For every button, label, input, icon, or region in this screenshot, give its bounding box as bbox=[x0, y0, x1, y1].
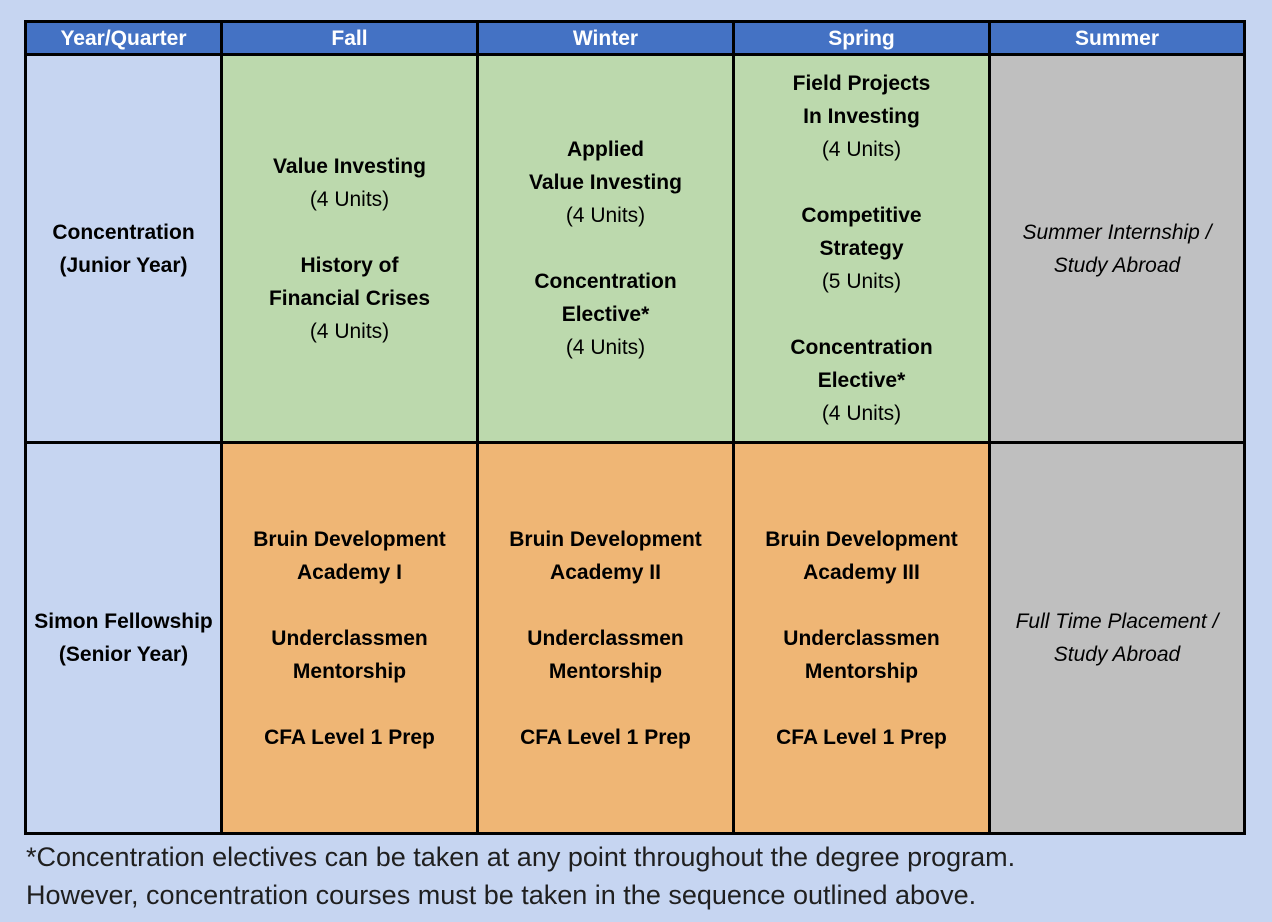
activity-line: Underclassmen bbox=[527, 626, 684, 650]
footnote-line: *Concentration electives can be taken at… bbox=[26, 842, 1016, 872]
course-title: In Investing bbox=[803, 105, 920, 128]
header-year-quarter: Year/Quarter bbox=[27, 23, 220, 56]
summer-line: Full Time Placement / bbox=[1015, 610, 1219, 633]
activity-line: Underclassmen bbox=[271, 626, 428, 650]
course-title: Applied bbox=[567, 138, 644, 161]
header-spring: Spring bbox=[732, 23, 988, 56]
cell-senior-fall: Bruin Development Academy I Underclassme… bbox=[220, 444, 476, 832]
summer-line: Study Abroad bbox=[1053, 253, 1181, 277]
course-units: (4 Units) bbox=[309, 319, 390, 343]
activity-line: CFA Level 1 Prep bbox=[776, 725, 947, 749]
activity-line: Academy II bbox=[550, 560, 661, 584]
course-title: History of bbox=[300, 253, 399, 277]
activity-line: Mentorship bbox=[804, 659, 919, 683]
cell-senior-spring: Bruin Development Academy III Underclass… bbox=[732, 444, 988, 832]
row-label-line: (Junior Year) bbox=[59, 253, 188, 277]
activity-line: Bruin Development bbox=[765, 527, 958, 551]
footnote: *Concentration electives can be taken at… bbox=[26, 838, 1015, 914]
activity-line: Bruin Development bbox=[253, 527, 446, 551]
activity-line: Academy III bbox=[803, 560, 920, 584]
row-label-line: Concentration bbox=[52, 220, 195, 244]
row-label-concentration: Concentration (Junior Year) bbox=[27, 56, 220, 444]
course-title: Elective* bbox=[561, 303, 650, 326]
activity-line: CFA Level 1 Prep bbox=[520, 725, 691, 749]
activity-line: Bruin Development bbox=[509, 527, 702, 551]
row-label-line: (Senior Year) bbox=[58, 643, 189, 666]
course-title: Competitive bbox=[801, 204, 922, 227]
header-winter: Winter bbox=[476, 23, 732, 56]
cell-senior-winter: Bruin Development Academy II Underclassm… bbox=[476, 444, 732, 832]
row-label-simon-fellowship: Simon Fellowship (Senior Year) bbox=[27, 444, 220, 832]
header-fall: Fall bbox=[220, 23, 476, 56]
footnote-line: However, concentration courses must be t… bbox=[26, 880, 977, 910]
activity-line: CFA Level 1 Prep bbox=[264, 725, 435, 749]
activity-line: Underclassmen bbox=[783, 626, 940, 650]
course-units: (4 Units) bbox=[821, 402, 902, 425]
curriculum-table: Year/Quarter Fall Winter Spring Summer C… bbox=[24, 20, 1246, 835]
course-title: Field Projects bbox=[792, 72, 931, 95]
activity-line: Mentorship bbox=[292, 659, 407, 683]
course-units: (4 Units) bbox=[565, 204, 646, 227]
course-units: (4 Units) bbox=[821, 138, 902, 161]
course-title: Financial Crises bbox=[268, 286, 431, 310]
course-title: Concentration bbox=[790, 336, 933, 359]
header-summer: Summer bbox=[988, 23, 1243, 56]
course-title: Strategy bbox=[819, 237, 904, 260]
cell-junior-fall: Value Investing (4 Units) History of Fin… bbox=[220, 56, 476, 444]
course-title: Concentration bbox=[534, 270, 677, 293]
course-units: (4 Units) bbox=[309, 187, 390, 211]
course-title: Value Investing bbox=[529, 171, 682, 194]
cell-junior-winter: Applied Value Investing (4 Units) Concen… bbox=[476, 56, 732, 444]
activity-line: Academy I bbox=[296, 560, 403, 584]
summer-line: Study Abroad bbox=[1053, 643, 1181, 666]
course-title: Value Investing bbox=[273, 154, 426, 178]
course-title: Elective* bbox=[817, 369, 906, 392]
cell-senior-summer: Full Time Placement / Study Abroad bbox=[988, 444, 1243, 832]
activity-line: Mentorship bbox=[548, 659, 663, 683]
row-label-line: Simon Fellowship bbox=[34, 610, 213, 633]
course-units: (5 Units) bbox=[821, 270, 902, 293]
course-units: (4 Units) bbox=[565, 336, 646, 359]
cell-junior-spring: Field Projects In Investing (4 Units) Co… bbox=[732, 56, 988, 444]
summer-line: Summer Internship / bbox=[1022, 220, 1212, 244]
cell-junior-summer: Summer Internship / Study Abroad bbox=[988, 56, 1243, 444]
